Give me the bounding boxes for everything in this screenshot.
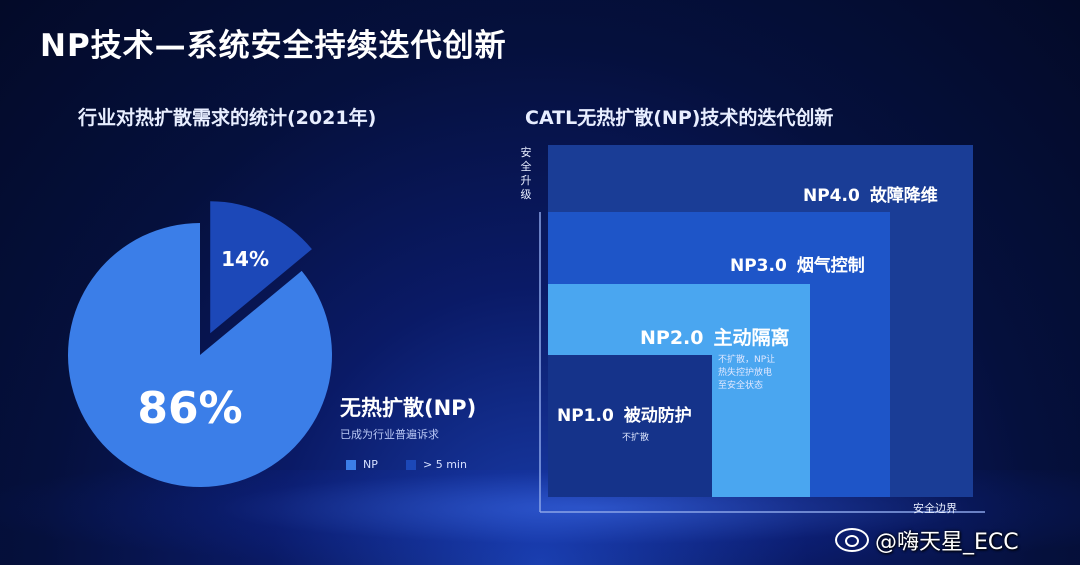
np4-label: NP4.0 故障降维 xyxy=(803,181,938,206)
legend-item-5min: > 5 min xyxy=(406,458,467,471)
legend-swatch-5min xyxy=(406,459,416,470)
legend-swatch-np xyxy=(346,459,356,470)
pie-slice-5min xyxy=(210,201,312,334)
np1-name: 被动防护 xyxy=(623,406,692,426)
y-axis-label: 安全升级 xyxy=(520,146,532,201)
np-heading: 无热扩散(NP) xyxy=(340,396,477,420)
np1-code: NP1.0 xyxy=(557,406,614,426)
x-axis-label: 安全边界 xyxy=(913,502,957,515)
np1-description: 不扩散 xyxy=(622,433,650,443)
pie-label-5min: 14% xyxy=(221,247,269,271)
legend-item-np: NP xyxy=(346,458,378,471)
np2-code: NP2.0 xyxy=(640,327,704,349)
pie-subtitle: 行业对热扩散需求的统计(2021年) xyxy=(78,107,377,129)
np2-label: NP2.0 主动隔离 xyxy=(640,323,790,350)
np2-name: 主动隔离 xyxy=(713,327,790,349)
watermark-text: @嗨天星_ECC xyxy=(875,530,1019,555)
np3-label: NP3.0 烟气控制 xyxy=(730,251,865,276)
legend-label-np: NP xyxy=(363,458,378,471)
np2-description: 不扩散，NP让 热失控护放电 至安全状态 xyxy=(718,355,776,391)
np1-block xyxy=(548,355,712,497)
np3-name: 烟气控制 xyxy=(796,256,865,276)
weibo-icon xyxy=(835,528,869,552)
weibo-watermark: @嗨天星_ECC xyxy=(835,524,1019,556)
iteration-subtitle: CATL无热扩散(NP)技术的迭代创新 xyxy=(525,107,834,129)
np3-code: NP3.0 xyxy=(730,256,787,276)
pie-label-np: 86% xyxy=(137,383,242,434)
slide-title: NP技术—系统安全持续迭代创新 xyxy=(40,28,507,64)
np1-label: NP1.0 被动防护 xyxy=(557,401,692,426)
np4-name: 故障降维 xyxy=(869,186,938,206)
np4-code: NP4.0 xyxy=(803,186,860,206)
pie-slice-np xyxy=(67,223,332,487)
np-description: 已成为行业普遍诉求 xyxy=(340,428,439,441)
legend-label-5min: > 5 min xyxy=(423,458,467,471)
